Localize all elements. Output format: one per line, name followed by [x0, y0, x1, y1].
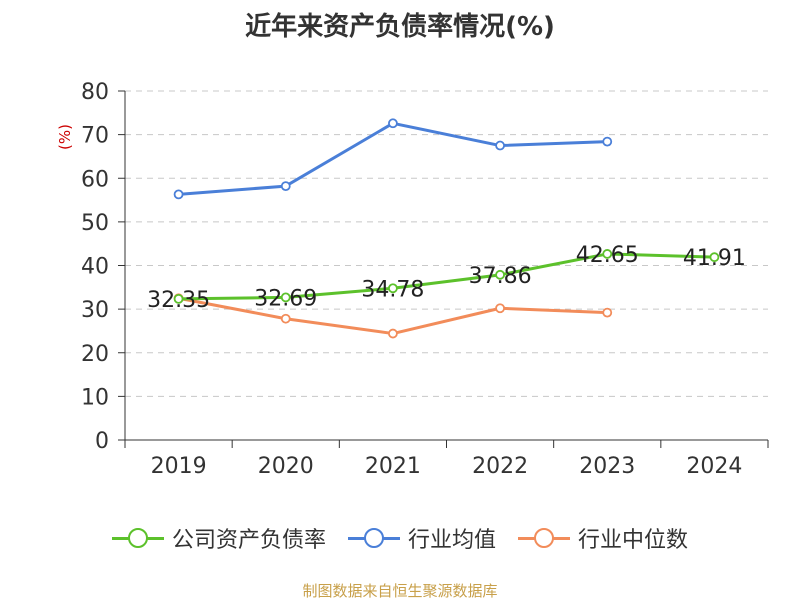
- data-point: [280, 292, 291, 303]
- data-point: [495, 303, 505, 314]
- series-line: [178, 252, 715, 301]
- x-tick-label: 2024: [686, 454, 742, 479]
- y-tick-label: 50: [81, 211, 109, 236]
- y-tick-label: 40: [81, 255, 109, 280]
- data-point: [495, 140, 505, 151]
- x-tick-label: 2021: [365, 454, 421, 479]
- data-source-note: 制图数据来自恒生聚源数据库: [302, 582, 498, 600]
- data-point: [602, 249, 613, 259]
- x-tick-label: 2022: [472, 454, 528, 479]
- chart-title: 近年来资产负债率情况(%): [245, 12, 555, 42]
- data-label: 32.69: [254, 286, 317, 311]
- data-label: 37.86: [469, 264, 532, 289]
- data-label: 34.78: [361, 277, 424, 302]
- y-tick-label: 80: [81, 80, 109, 105]
- y-tick-label: 30: [81, 298, 109, 323]
- y-tick-label: 60: [81, 167, 109, 192]
- data-point: [602, 136, 613, 147]
- legend-marker-industry-mean: [347, 525, 400, 551]
- legend-item-industry-mean[interactable]: 行业均值: [347, 522, 496, 554]
- legend-item-industry-median[interactable]: 行业中位数: [518, 522, 688, 554]
- y-tick-label: 20: [81, 342, 109, 367]
- chart-legend: 公司资产负债率 行业均值 行业中位数: [0, 522, 800, 554]
- data-label: 41.91: [683, 246, 746, 271]
- series-line: [178, 296, 608, 336]
- data-point: [280, 313, 291, 324]
- data-point: [388, 328, 398, 339]
- data-point: [495, 269, 505, 280]
- x-tick-label: 2020: [258, 454, 314, 479]
- data-point: [388, 283, 398, 294]
- data-point: [602, 307, 613, 318]
- data-point: [280, 181, 291, 192]
- data-point: [173, 189, 184, 200]
- legend-marker-company: [111, 525, 164, 551]
- y-tick-label: 0: [95, 429, 109, 454]
- series-line: [178, 121, 608, 196]
- x-tick-label: 2019: [151, 454, 207, 479]
- data-label: 42.65: [576, 243, 639, 268]
- data-point: [173, 293, 184, 304]
- legend-label-company: 公司资产负债率: [171, 528, 326, 553]
- legend-item-company[interactable]: 公司资产负债率: [111, 522, 326, 554]
- legend-label-industry-median: 行业中位数: [578, 528, 689, 553]
- data-label: 32.35: [147, 288, 210, 313]
- y-tick-label: 10: [81, 385, 109, 410]
- legend-marker-industry-median: [518, 525, 570, 551]
- data-point: [709, 252, 720, 263]
- legend-label-industry-mean: 行业均值: [407, 528, 496, 553]
- data-point: [388, 118, 398, 129]
- y-tick-label: 70: [81, 124, 109, 149]
- x-tick-label: 2023: [579, 454, 635, 479]
